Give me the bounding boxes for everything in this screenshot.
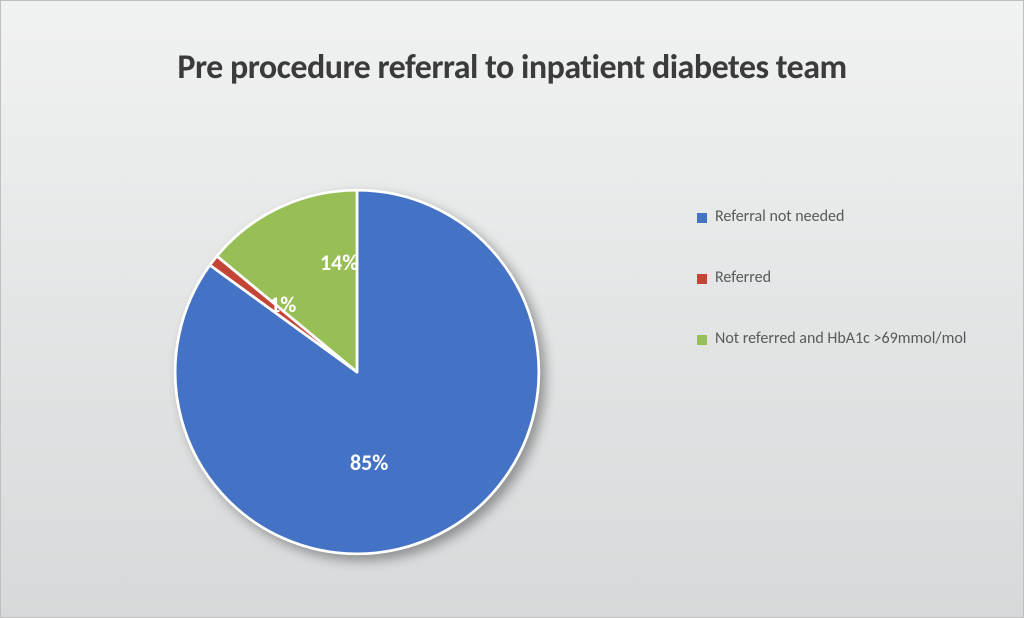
plot-area: Pre procedure referral to inpatient diab… <box>7 7 1017 611</box>
legend-item-2: Not referred and HbA1c >69mmol/mol <box>697 329 977 350</box>
chart-container: Pre procedure referral to inpatient diab… <box>0 0 1024 618</box>
data-label-0: 85% <box>342 446 396 478</box>
legend-label-1: Referred <box>715 268 771 289</box>
legend-label-2: Not referred and HbA1c >69mmol/mol <box>715 329 966 350</box>
legend-swatch-0 <box>697 213 707 223</box>
legend-swatch-1 <box>697 274 707 284</box>
legend: Referral not needed Referred Not referred … <box>697 207 977 389</box>
data-label-2: 14% <box>312 246 366 278</box>
legend-label-0: Referral not needed <box>715 207 844 228</box>
pie-svg <box>157 172 557 572</box>
data-label-1: 1% <box>262 288 304 320</box>
legend-swatch-2 <box>697 335 707 345</box>
pie-chart <box>157 172 557 572</box>
chart-title: Pre procedure referral to inpatient diab… <box>7 48 1017 87</box>
legend-item-1: Referred <box>697 268 977 289</box>
legend-item-0: Referral not needed <box>697 207 977 228</box>
